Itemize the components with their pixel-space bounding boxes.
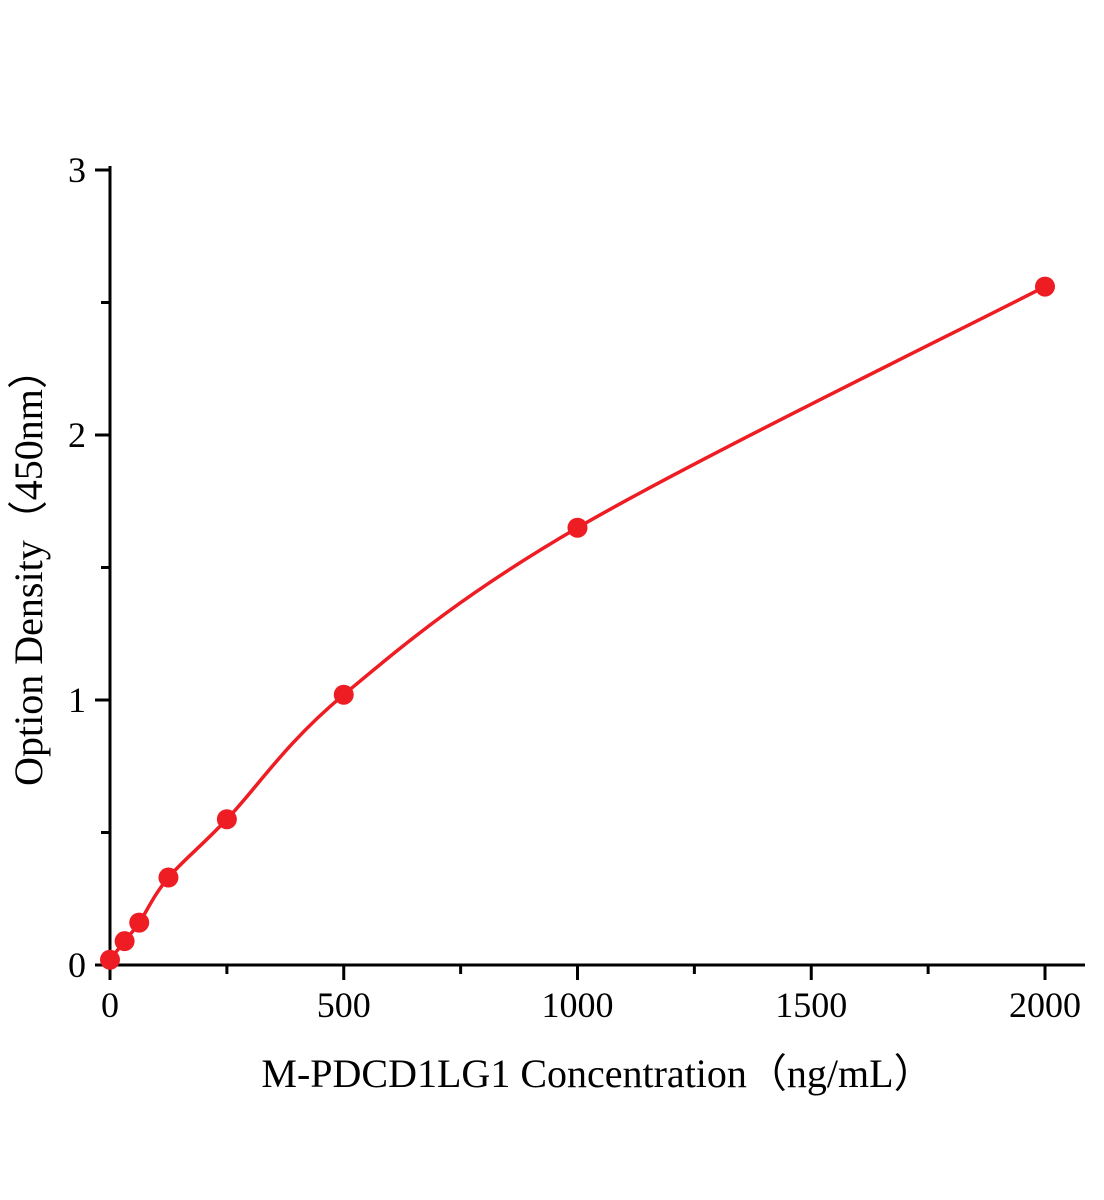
data-point xyxy=(567,517,588,538)
x-tick-label: 1500 xyxy=(775,985,847,1025)
data-point xyxy=(100,949,120,970)
data-point xyxy=(114,931,135,952)
x-tick-label: 0 xyxy=(101,985,119,1025)
data-point xyxy=(158,867,179,888)
y-axis-title: Option Density（450nm） xyxy=(6,349,51,786)
y-tick-label: 0 xyxy=(68,945,86,985)
data-point xyxy=(1035,276,1055,297)
x-axis-title: M-PDCD1LG1 Concentration（ng/mL） xyxy=(261,1051,933,1096)
data-point xyxy=(216,809,237,830)
standard-curve-line xyxy=(108,285,1046,961)
y-tick-label: 1 xyxy=(68,680,86,720)
y-tick-label: 3 xyxy=(68,150,86,190)
x-tick-label: 1000 xyxy=(542,985,614,1025)
y-tick-label: 2 xyxy=(68,415,86,455)
x-tick-label: 500 xyxy=(317,985,371,1025)
data-point xyxy=(129,912,150,933)
data-point xyxy=(333,684,354,705)
x-tick-label: 2000 xyxy=(1009,985,1081,1025)
